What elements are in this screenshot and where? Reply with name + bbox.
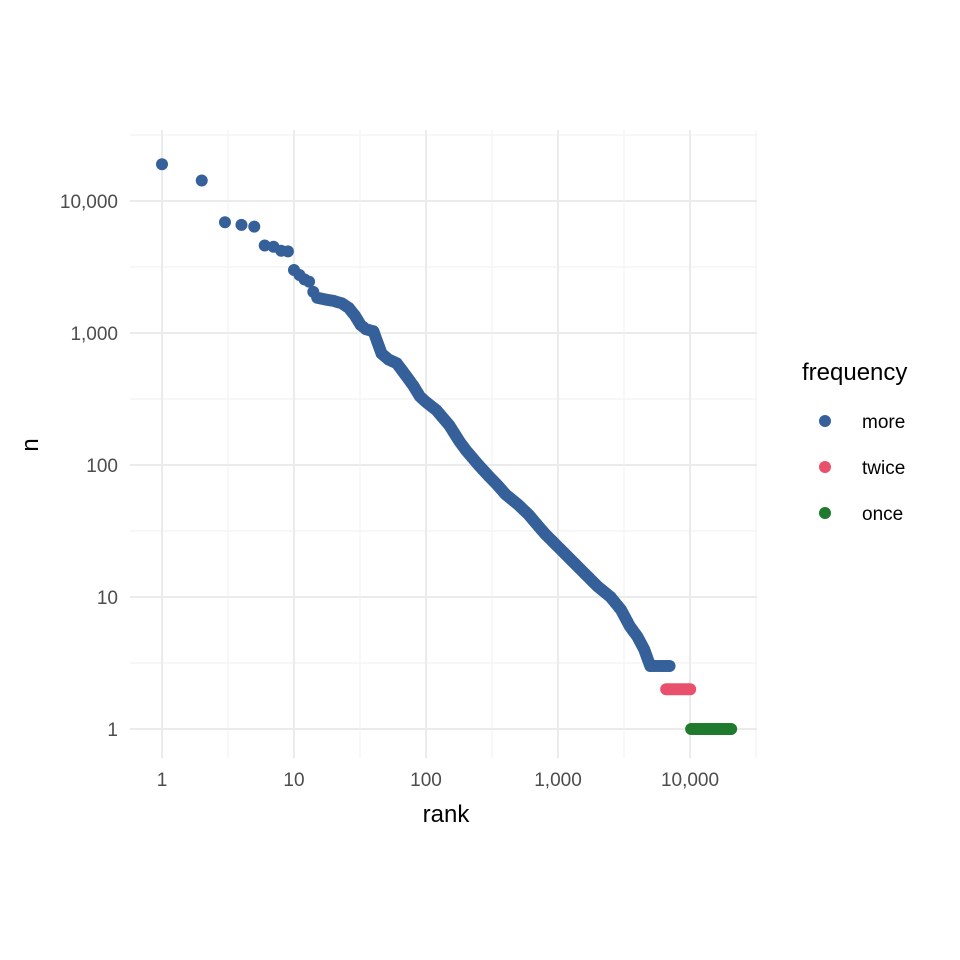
legend: frequency more twice once (802, 359, 907, 525)
y-axis-title: n (17, 438, 44, 451)
legend-label: more (862, 412, 905, 433)
legend-key (819, 461, 831, 473)
data-point (684, 683, 697, 696)
legend-key (819, 415, 831, 427)
x-tick-label: 1,000 (534, 770, 582, 791)
x-tick-label: 10,000 (661, 770, 719, 791)
legend-label: twice (862, 458, 905, 479)
legend-label: once (862, 504, 903, 525)
grid-major (130, 130, 757, 758)
y-tick-label: 100 (86, 456, 118, 477)
y-tick-label: 1,000 (70, 324, 118, 345)
y-axis-tick-labels: 1 10 100 1,000 10,000 (60, 192, 118, 741)
data-points (156, 158, 738, 735)
x-axis-tick-labels: 1 10 100 1,000 10,000 (157, 770, 719, 791)
data-point (195, 174, 208, 187)
data-point (218, 216, 231, 229)
data-point (661, 660, 674, 673)
data-point (248, 220, 261, 233)
data-point (156, 158, 168, 171)
data-point (258, 239, 271, 252)
y-tick-label: 10,000 (60, 192, 118, 213)
data-point (725, 723, 738, 735)
x-tick-label: 100 (410, 770, 442, 791)
y-tick-label: 10 (97, 588, 118, 609)
legend-title: frequency (802, 359, 907, 386)
data-point (235, 218, 248, 231)
x-tick-label: 10 (283, 770, 304, 791)
x-axis-title: rank (423, 801, 471, 828)
data-point (303, 275, 316, 288)
data-point (281, 245, 294, 258)
y-tick-label: 1 (107, 720, 118, 741)
legend-key (819, 507, 831, 519)
grid-minor (130, 130, 757, 758)
x-tick-label: 1 (157, 770, 168, 791)
